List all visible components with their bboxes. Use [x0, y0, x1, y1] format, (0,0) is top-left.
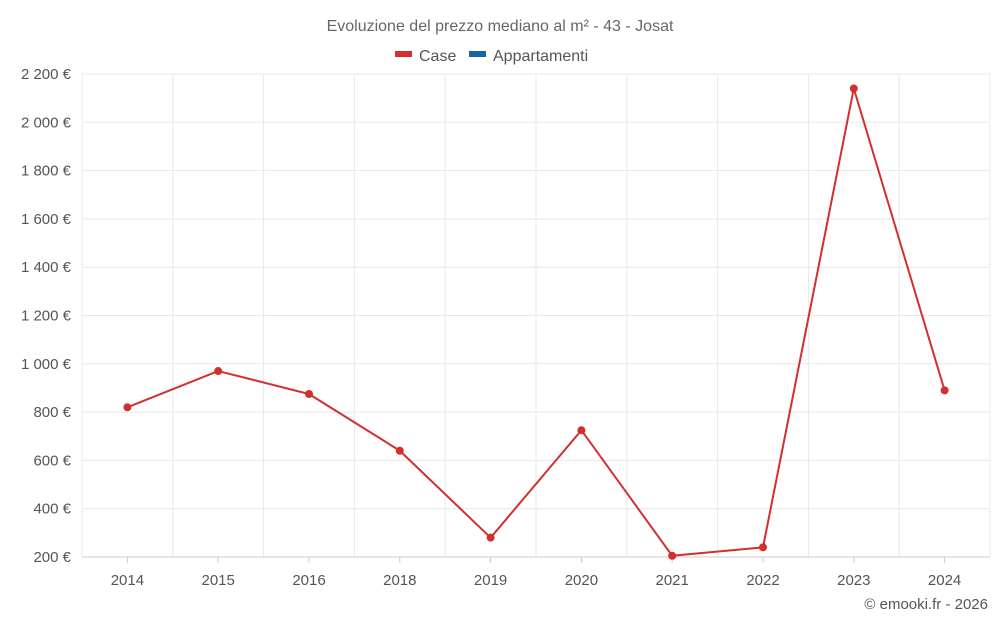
- y-tick-label: 400 €: [33, 501, 71, 518]
- y-tick-label: 1 200 €: [21, 308, 72, 325]
- y-tick-label: 1 400 €: [21, 259, 72, 276]
- data-point[interactable]: [668, 551, 677, 560]
- x-tick-label: 2023: [837, 572, 870, 589]
- legend-swatch-appartamenti: [469, 51, 486, 57]
- grid: [81, 73, 991, 558]
- data-point[interactable]: [305, 389, 313, 398]
- data-point[interactable]: [759, 543, 767, 552]
- y-tick-label: 2 000 €: [21, 114, 72, 131]
- legend-item-appartamenti[interactable]: Appartamenti: [469, 48, 588, 65]
- y-tick-label: 1 000 €: [21, 356, 72, 373]
- y-tick-label: 1 600 €: [21, 211, 72, 228]
- data-point[interactable]: [123, 403, 132, 412]
- x-tick-label: 2019: [474, 572, 507, 589]
- data-point[interactable]: [486, 533, 495, 542]
- chart-title: Evoluzione del prezzo mediano al m² - 43…: [327, 18, 674, 35]
- x-tick-label: 2021: [656, 572, 689, 589]
- series-line-case: [127, 87, 946, 557]
- x-tick-label: 2014: [111, 572, 144, 589]
- series-case: [123, 84, 949, 560]
- legend-label-appartamenti: Appartamenti: [493, 48, 588, 65]
- data-point[interactable]: [577, 426, 586, 435]
- legend-item-case[interactable]: Case: [395, 48, 456, 65]
- footer-credit: © emooki.fr - 2026: [864, 596, 988, 613]
- data-point[interactable]: [940, 386, 949, 395]
- y-tick-label: 800 €: [33, 404, 71, 421]
- x-axis-ticks: 2014 2015 2016 2018 2019 2020 2021 2022 2023 2024: [111, 557, 961, 589]
- y-tick-label: 2 200 €: [21, 66, 72, 83]
- x-tick-label: 2018: [383, 572, 416, 589]
- x-tick-label: 2015: [202, 572, 235, 589]
- x-tick-label: 2024: [928, 572, 961, 589]
- legend[interactable]: Case Appartamenti: [395, 48, 588, 65]
- legend-label-case: Case: [419, 48, 456, 65]
- x-tick-label: 2022: [746, 572, 779, 589]
- data-point[interactable]: [395, 446, 404, 455]
- y-tick-label: 1 800 €: [21, 163, 72, 180]
- data-point[interactable]: [849, 84, 858, 93]
- y-axis-ticks: 200 € 400 € 600 € 800 € 1 000 € 1 200 € 1 400 …: [21, 66, 72, 566]
- x-tick-label: 2016: [292, 572, 325, 589]
- y-tick-label: 600 €: [33, 452, 71, 469]
- data-point[interactable]: [214, 367, 223, 376]
- y-tick-label: 200 €: [33, 549, 71, 566]
- x-tick-label: 2020: [565, 572, 598, 589]
- legend-swatch-case: [395, 51, 412, 57]
